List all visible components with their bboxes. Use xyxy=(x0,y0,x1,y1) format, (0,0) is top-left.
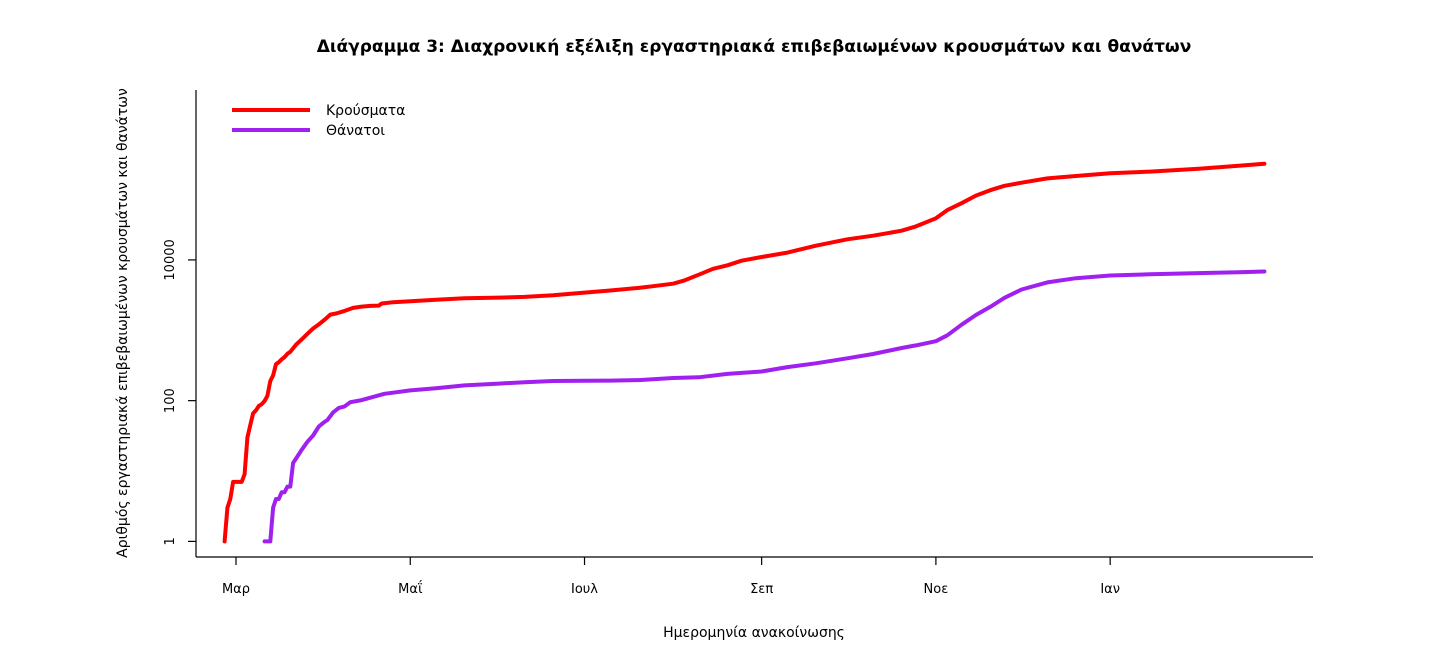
y-tick-label: 10000 xyxy=(163,239,178,280)
y-axis-label: Αριθμός εργαστηριακά επιβεβαιωμένων κρου… xyxy=(115,88,131,558)
series-line-cases xyxy=(222,161,1267,544)
chart-title: Διάγραμμα 3: Διαχρονική εξέλιξη εργαστηρ… xyxy=(317,37,1192,57)
x-tick-label: Μαΐ xyxy=(398,581,423,597)
x-ticks: Μαρ Μαΐ Ιουλ Σεπ Νοε Ιαν xyxy=(222,557,1120,597)
x-tick-label: Σεπ xyxy=(750,582,773,597)
x-tick-label: Ιαν xyxy=(1100,582,1120,597)
x-tick-label: Νοε xyxy=(924,582,949,597)
y-tick-label: 1 xyxy=(163,537,178,545)
x-axis-label: Ημερομηνία ανακοίνωσης xyxy=(663,625,845,641)
series-group xyxy=(222,161,1267,544)
x-tick-label: Μαρ xyxy=(222,582,250,597)
series-line-deaths xyxy=(262,269,1267,544)
legend: Κρούσματα Θάνατοι xyxy=(232,103,405,139)
y-ticks: 1 100 10000 xyxy=(163,239,196,546)
y-tick-label: 100 xyxy=(163,388,178,413)
x-tick-label: Ιουλ xyxy=(571,582,598,597)
legend-label-cases: Κρούσματα xyxy=(326,103,405,119)
legend-label-deaths: Θάνατοι xyxy=(326,123,385,139)
